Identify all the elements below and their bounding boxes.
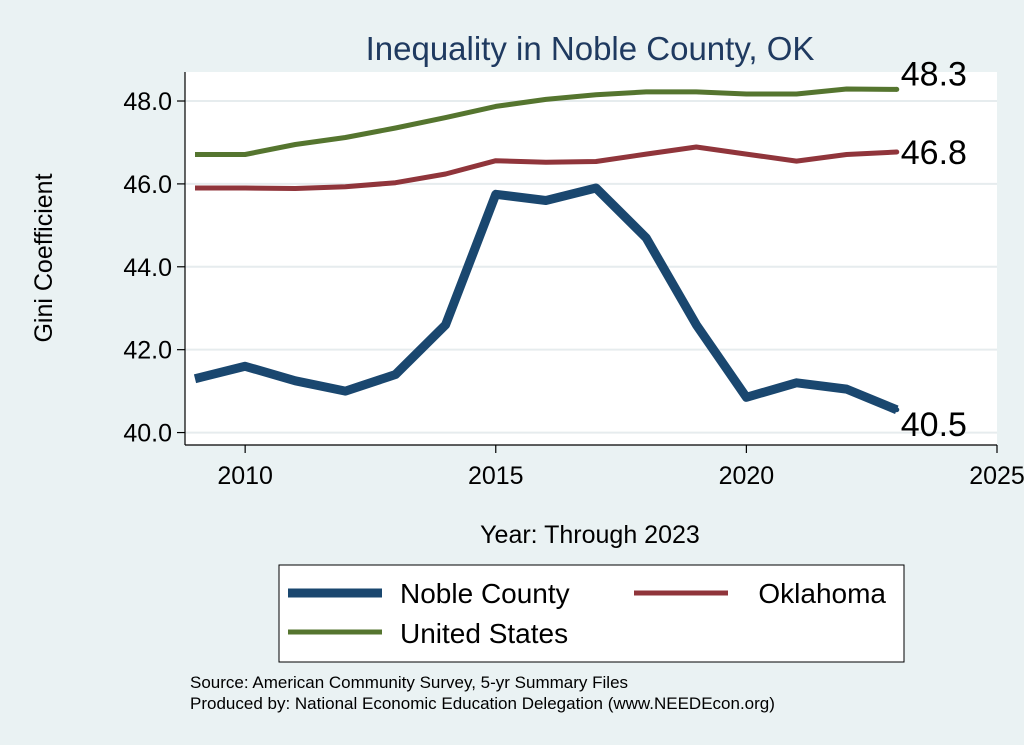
gridlines xyxy=(185,100,997,434)
legend-label-oklahoma: Oklahoma xyxy=(758,578,886,609)
series-line-united-states xyxy=(195,86,897,157)
series-layer xyxy=(193,86,900,414)
x-tick-label-0: 2010 xyxy=(217,462,273,490)
series-endpoint-oklahoma xyxy=(894,149,900,155)
y-tick-label-4: 48.0 xyxy=(123,88,172,116)
series-line-oklahoma xyxy=(195,144,897,191)
legend: Noble County Oklahoma United States xyxy=(278,564,905,663)
end-label-oklahoma: 46.8 xyxy=(901,134,967,172)
legend-label-united-states: United States xyxy=(400,618,568,649)
y-tick-label-1: 42.0 xyxy=(123,337,172,365)
chart-title: Inequality in Noble County, OK xyxy=(366,30,815,67)
plot-area xyxy=(185,72,997,445)
y-tick-label-2: 44.0 xyxy=(123,254,172,282)
legend-box xyxy=(278,564,905,663)
x-axis-ticks: 2010 2015 2020 2025 xyxy=(217,445,1024,490)
y-tick-label-3: 46.0 xyxy=(123,171,172,199)
producer-note: Produced by: National Economic Education… xyxy=(190,694,775,713)
y-axis-ticks: 40.0 42.0 44.0 46.0 48.0 xyxy=(123,88,185,448)
x-tick-label-3: 2025 xyxy=(969,462,1024,490)
y-axis-title: Gini Coefficient xyxy=(30,173,58,342)
source-note: Source: American Community Survey, 5-yr … xyxy=(190,673,628,692)
x-tick-label-1: 2015 xyxy=(468,462,524,490)
end-label-noble-county: 40.5 xyxy=(901,406,967,444)
end-label-united-states: 48.3 xyxy=(901,55,967,93)
x-axis-title: Year: Through 2023 xyxy=(480,521,700,549)
legend-label-noble-county: Noble County xyxy=(400,578,570,609)
x-tick-label-2: 2020 xyxy=(719,462,775,490)
y-tick-label-0: 40.0 xyxy=(123,420,172,448)
series-line-noble-county xyxy=(193,183,899,414)
series-endpoint-united-states xyxy=(894,86,900,92)
series-endpoint-noble-county xyxy=(894,407,900,413)
end-labels: 40.5 46.8 48.3 xyxy=(901,55,967,443)
